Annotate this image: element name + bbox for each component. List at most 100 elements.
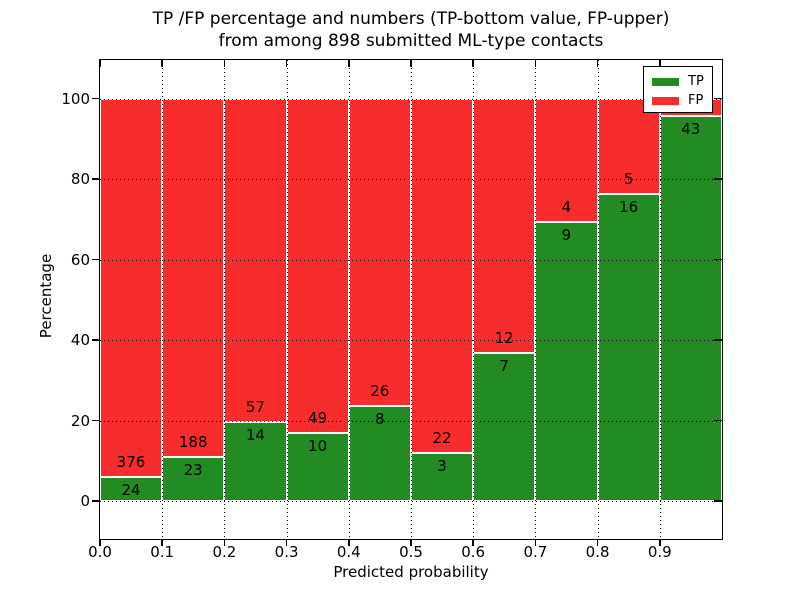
x-axis-tick: [161, 539, 163, 546]
x-axis-tick: [348, 539, 350, 546]
chart-title-line1: TP /FP percentage and numbers (TP-bottom…: [152, 9, 670, 29]
bar-fp-count-label: 188: [178, 433, 208, 452]
y-axis-tick-right: [714, 178, 722, 180]
x-tick-label: 0.8: [585, 543, 610, 561]
y-axis-tick: [92, 258, 100, 261]
bar-fp-count-label: 22: [432, 428, 452, 447]
x-axis-tick: [410, 539, 412, 546]
grid-line-vertical: [411, 60, 412, 539]
x-axis-tick-top: [410, 60, 412, 67]
plot-area: 376 24 188 23 57 14 49 10 26 8 22 3 12 7 4 9 5 16 43: [100, 60, 722, 539]
bar-fp-segment: [597, 98, 660, 195]
grid-line-vertical: [473, 60, 475, 539]
x-tick-label: 0.4: [336, 543, 361, 561]
y-tick-label: 40: [70, 331, 90, 349]
x-axis-tick-top: [161, 60, 163, 67]
legend-label-tp: TP: [688, 74, 704, 89]
grid-line-horizontal: [100, 259, 722, 261]
x-tick-label: 0.7: [523, 543, 548, 561]
grid-line-vertical: [224, 60, 226, 539]
bar-fp-count-label: 376: [116, 452, 146, 471]
bar-tp-count-label: 24: [121, 480, 141, 499]
bar-tp-segment: [100, 476, 163, 501]
grid-line-horizontal: [100, 420, 722, 422]
bar-tp-count-label: 16: [619, 198, 639, 217]
y-axis-tick: [92, 419, 100, 422]
x-tick-label: 0.3: [274, 543, 299, 561]
x-axis-tick: [596, 539, 599, 546]
y-axis-tick: [92, 500, 100, 502]
grid-line-horizontal: [100, 501, 722, 502]
bar-tp-count-label: 10: [308, 436, 328, 455]
tp-swatch-icon: [652, 77, 679, 86]
bar-tp-segment: [597, 194, 660, 501]
bar-tp-count-label: 14: [245, 425, 265, 444]
bar-fp-segment: [348, 98, 411, 407]
bar-tp-segment: [411, 452, 474, 501]
bar-tp-count-label: 3: [437, 456, 447, 475]
bar-tp-segment: [535, 222, 598, 501]
grid-line-horizontal: [100, 340, 722, 341]
legend-entry-fp: FP: [652, 91, 705, 110]
bar-tp-count-label: 43: [681, 120, 701, 139]
y-axis-tick-right: [714, 258, 722, 261]
bar-fp-segment: [411, 98, 474, 453]
bar-fp-count-label: 5: [623, 170, 634, 189]
x-axis-tick: [285, 539, 288, 546]
y-axis-tick-right: [714, 339, 722, 341]
bar-tp-count-label: 8: [375, 410, 385, 429]
x-axis-tick-top: [596, 60, 599, 67]
x-axis-tick: [223, 539, 226, 546]
bar-tp-segment: [224, 421, 287, 501]
bar-tp-segment: [286, 432, 349, 501]
bar-fp-segment: [162, 98, 225, 458]
grid-line-vertical: [348, 60, 350, 539]
x-tick-label: 0.1: [150, 543, 175, 561]
y-tick-label: 100: [61, 89, 90, 108]
bar-tp-segment: [659, 116, 722, 501]
x-tick-label: 0.6: [461, 543, 486, 561]
y-axis-tick-right: [714, 500, 722, 502]
x-axis-tick: [99, 539, 101, 546]
y-tick-label: 20: [70, 411, 90, 430]
y-tick-label: 80: [70, 170, 90, 188]
legend: TP FP: [643, 66, 713, 113]
x-axis-tick-top: [285, 60, 288, 67]
bar-fp-count-label: 26: [370, 382, 390, 401]
y-tick-label: 0: [80, 492, 90, 510]
y-axis-tick: [92, 339, 100, 341]
grid-line-horizontal: [100, 179, 722, 180]
x-axis-tick-top: [534, 60, 537, 67]
bar-fp-segment: [100, 98, 163, 477]
x-axis-tick-top: [472, 60, 474, 67]
bar-fp-count-label: 49: [308, 408, 328, 427]
grid-line-vertical: [659, 60, 661, 539]
x-axis-tick-top: [99, 60, 101, 67]
grid-line-vertical: [162, 60, 164, 539]
x-tick-label: 0.9: [647, 543, 672, 561]
bar-fp-segment: [473, 98, 536, 353]
bar-fp-segment: [286, 98, 349, 433]
x-axis-tick-top: [659, 60, 661, 67]
x-axis-tick: [472, 539, 474, 546]
y-axis-tick-right: [714, 97, 722, 100]
chart-title-line2: from among 898 submitted ML-type contact…: [218, 31, 604, 51]
bar-tp-segment: [473, 352, 536, 501]
grid-line-vertical: [535, 60, 537, 539]
x-axis-label: Predicted probability: [333, 563, 489, 581]
x-axis-tick-top: [348, 60, 350, 67]
bar-tp-count-label: 9: [561, 226, 572, 245]
x-axis-tick-top: [223, 60, 226, 67]
bar-fp-count-label: 57: [245, 397, 265, 416]
chart-title: TP /FP percentage and numbers (TP-bottom…: [100, 8, 722, 52]
grid-line-horizontal: [100, 98, 722, 100]
legend-entry-tp: TP: [652, 72, 705, 91]
y-tick-label: 60: [70, 250, 90, 269]
y-axis-tick: [92, 178, 100, 180]
x-tick-label: 0.0: [88, 543, 112, 561]
y-axis-tick: [92, 97, 100, 100]
x-axis-tick: [659, 539, 661, 546]
grid-line-vertical: [597, 60, 599, 539]
bar-tp-count-label: 7: [499, 356, 509, 375]
bar-tp-count-label: 23: [183, 461, 203, 480]
